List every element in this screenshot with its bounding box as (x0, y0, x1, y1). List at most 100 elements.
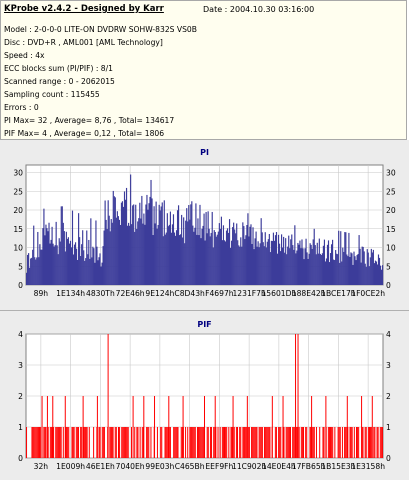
pi-bar (164, 234, 166, 285)
pi-bar (338, 230, 340, 285)
pi-xtick: 1BCE17h (321, 289, 356, 298)
pi-bar (319, 253, 321, 285)
pi-bar (371, 252, 373, 285)
pi-bar (27, 254, 29, 285)
pi-bar (254, 238, 256, 285)
pi-bar (197, 218, 199, 285)
pi-bar (100, 266, 102, 285)
pi-bar (323, 239, 326, 285)
pi-bar (321, 253, 323, 285)
pi-bar (352, 264, 354, 285)
pi-bar (212, 247, 214, 285)
pi-bar (283, 236, 285, 285)
pi-bar (141, 195, 143, 285)
pif-xtick: 14E0E4h (262, 462, 296, 471)
pi-bar (40, 249, 42, 285)
pi-bar (39, 244, 41, 285)
pi-bar (269, 252, 271, 285)
pi-bar (86, 230, 88, 285)
pi-bar (273, 240, 276, 285)
pi-bar (114, 197, 116, 285)
pi-bar (260, 218, 262, 285)
pif-ytick-left: 4 (18, 330, 23, 339)
pi-xtick: C8D43h (174, 289, 205, 298)
pi-bar (346, 254, 348, 285)
pi-bar (227, 232, 230, 285)
pi-bar (167, 226, 169, 285)
pi-bar (251, 243, 253, 285)
pi-ytick-right: 15 (386, 225, 396, 234)
pi-ytick-left: 0 (18, 281, 23, 290)
pi-bar (186, 208, 188, 285)
pi-bar (277, 234, 280, 285)
pi-chart-title: PI (200, 148, 209, 157)
pi-bar (249, 226, 251, 285)
pi-bar (366, 249, 368, 285)
pi-bar (51, 226, 53, 285)
pi-bar (327, 240, 330, 285)
pi-bar (262, 242, 264, 285)
pi-bar (37, 231, 39, 285)
pi-bar (357, 253, 359, 285)
pi-bar (122, 206, 125, 285)
pi-bar (146, 194, 148, 285)
pi-bar (215, 236, 217, 285)
pi-bar (234, 229, 236, 285)
pi-bar (274, 235, 277, 285)
pi-bar (72, 254, 75, 285)
pif-ytick-left: 2 (18, 392, 23, 401)
pi-bar (98, 257, 100, 285)
pi-ytick-right: 25 (386, 187, 396, 196)
pi-bar (381, 265, 384, 285)
pi-bar (166, 213, 168, 285)
pi-bar (244, 239, 246, 285)
pi-bar (121, 201, 124, 285)
pi-bar (44, 235, 46, 285)
pi-bar (243, 226, 245, 285)
pi-bar (377, 254, 380, 285)
pi-bar (311, 248, 313, 285)
pi-bar (182, 237, 184, 285)
pi-bar (245, 235, 247, 285)
pi-bar (276, 253, 279, 285)
pi-bar (362, 246, 364, 285)
pi-bar (304, 248, 306, 285)
pi-bar (120, 202, 123, 285)
pi-bar (365, 266, 367, 285)
pi-xtick: 1E134h (56, 289, 85, 298)
pif-xtick: 1B15E3h (321, 462, 355, 471)
pi-ytick-left: 25 (13, 187, 23, 196)
info-range: Scanned range : 0 - 2062015 (4, 77, 115, 86)
pi-bar (142, 223, 144, 285)
pi-bar (138, 218, 140, 285)
pi-bar (184, 243, 186, 285)
pi-bar (103, 230, 105, 285)
pi-bar (306, 252, 308, 285)
pi-bar (329, 253, 332, 285)
pi-bar (378, 257, 381, 285)
pi-bar (196, 234, 198, 285)
pi-bar (55, 221, 57, 285)
pi-bar (68, 243, 71, 285)
pi-bar (185, 220, 187, 285)
pi-ytick-right: 20 (386, 206, 396, 215)
info-panel: KProbe v2.4.2 - Designed by Karr Date : … (0, 0, 407, 140)
pi-bar (358, 235, 360, 285)
pi-bar (148, 203, 150, 285)
pi-bar (136, 228, 138, 285)
pi-bar (92, 246, 94, 285)
pi-bar (160, 206, 162, 285)
pi-bar (351, 253, 353, 285)
pi-bar (213, 230, 215, 285)
pi-bar (174, 235, 177, 285)
pi-bar (300, 248, 302, 285)
pi-bar (268, 233, 270, 285)
pi-bar (88, 239, 90, 285)
pi-bar (341, 261, 343, 285)
pi-bar (312, 239, 314, 285)
pi-bar (226, 228, 229, 285)
pi-bar (353, 251, 355, 285)
info-speed: Speed : 4x (4, 51, 45, 60)
pi-bar (99, 253, 101, 285)
pi-bar (257, 241, 259, 285)
